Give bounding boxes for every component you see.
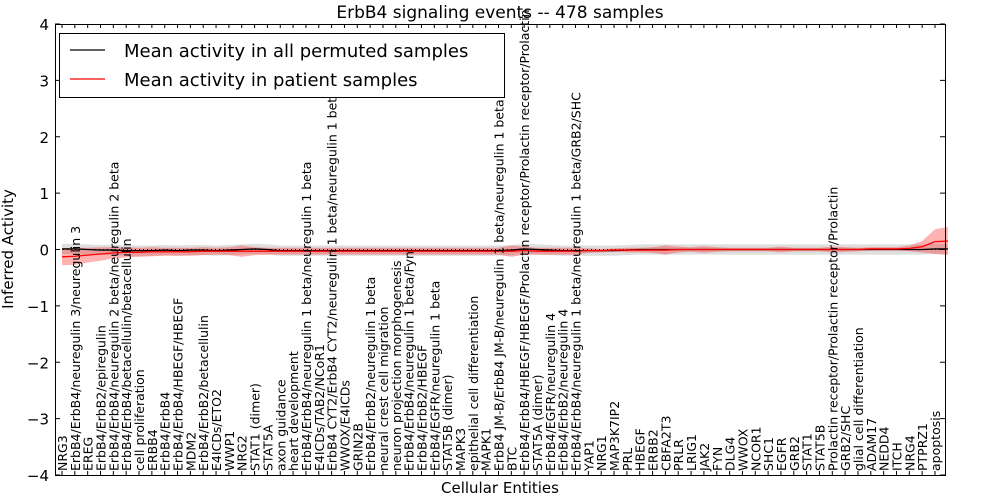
legend-box [59,33,505,98]
x-tick-label: YAP1 [581,440,596,472]
x-tick-label: NEDD4 [877,427,892,471]
x-tick-label: axon guidance [273,379,288,471]
x-tick-label: STAT1 (dimer) [248,383,263,471]
x-tick-label: E4ICDs/ETO2 [209,389,224,471]
x-tick-label: NRG4 [902,435,917,471]
x-tick-label: ErbB4 CYT2/ErbB4 CYT2/neuregulin 1 beta/… [325,90,340,471]
x-tick-label: NRG1 [594,435,609,471]
x-tick-label: ErbB4/ErbB4/neuregulin 1 beta/neuregulin… [299,162,314,471]
x-tick-label: GRIN2B [350,423,365,471]
x-tick-label: ErbB4/ErbB4/neuregulin 1 beta/neuregulin… [569,92,584,471]
x-tick-label: GRB2 [787,436,802,471]
x-tick-label: ERBB4 [145,429,160,471]
x-tick-label: glial cell differentiation [851,327,866,471]
x-tick-label: ErbB4/ErbB2/neuregulin 4 [556,309,571,471]
x-tick-label: neural crest cell migration [376,307,391,471]
x-tick-label: ErbB4/ErbB4/neuregulin 2 beta/neuregulin… [106,162,121,471]
x-tick-label: ErbB4/EGFR/neuregulin 1 beta [427,281,442,471]
y-tick-label: −4 [27,467,49,485]
x-tick-label: ADAM17 [864,418,879,471]
legend-label-permuted: Mean activity in all permuted samples [124,41,468,62]
y-tick-label: −1 [27,298,49,316]
y-tick-label: 0 [39,242,49,260]
x-tick-label: NRG3 [55,435,70,471]
x-tick-label: GRB2/SHC [838,406,853,471]
x-tick-label: Prolactin receptor/Prolactin receptor/Pr… [825,187,840,471]
x-tick-label: JAK2 [697,443,712,472]
x-tick-label: STAT5A (dimer) [530,375,545,471]
x-tick-label: ERBB2 [646,429,661,471]
x-tick-label: WWP1 [222,431,237,471]
x-tick-label: EGFR [774,437,789,471]
x-tick-label: MAPK1 [479,428,494,471]
x-tick-label: CBFA2T3 [658,416,673,471]
y-tick-label: 1 [39,185,49,203]
y-tick-label: 2 [39,129,49,147]
x-tick-label: STAT1 [800,433,815,471]
x-tick-label: epithelial cell differentiation [466,296,481,471]
x-tick-label: ErbB4/ErbB4/betacellulin/betacellulin [119,238,134,471]
x-tick-label: E4ICDs/TAB2/NCoR1 [312,344,327,471]
x-tick-label: STAT5B [812,425,827,471]
x-tick-label: PRL [620,448,635,471]
x-tick-label: ErbB4/ErbB2/epiregulin [94,325,109,471]
patient-band [62,226,948,266]
x-tick-label: STAT5A [260,424,275,471]
x-tick-label: cell proliferation [132,369,147,471]
patient-mean-line [61,240,948,258]
x-tick-label: ErbB4/ErbB4/HBEGF/HBEGF/Prolactin recept… [517,9,532,471]
x-tick-label: ErbB4/ErbB2/betacellulin [196,315,211,471]
x-tick-label: ErbB4/ErbB4/neuregulin 1 beta/Fyn [402,251,417,471]
x-tick-label: WWOX [735,428,750,471]
x-tick-label: BTC [504,447,519,471]
x-tick-label: STAT5B (dimer) [440,375,455,471]
x-tick-label: ErbB4/ErbB2/HBEGF [414,345,429,471]
x-tick-label: ErbB4/ErbB2/neuregulin 1 beta [363,277,378,471]
x-tick-label: DLG4 [723,437,738,471]
x-tick-label: neuron projection morphogenesis [389,260,404,471]
x-tick-label: WWOX/E4ICDs [337,380,352,471]
legend-label-patient: Mean activity in patient samples [124,70,418,91]
y-tick-label: −2 [27,354,49,372]
x-tick-label: ErbB4/EGFR/neuregulin 4 [543,313,558,471]
x-tick-label: MAPK3 [453,428,468,471]
chart-title: ErbB4 signaling events -- 478 samples [336,3,663,23]
y-tick-label: 4 [39,16,49,34]
y-axis-label: Inferred Activity [0,189,17,309]
x-tick-label: LRIG1 [684,434,699,471]
x-tick-label: ErbB4/ErbB4/HBEGF/HBEGF [171,298,186,471]
x-tick-label: NRG2 [235,435,250,471]
x-tick-label: SHC1 [761,437,776,471]
x-tick-label: heart development [286,351,301,471]
x-tick-label: HBEGF [633,428,648,471]
x-tick-label: MAP3K7IP2 [607,401,622,471]
x-tick-label: MDM2 [183,432,198,471]
x-tick-label: apoptosis [928,411,943,471]
x-axis-label: Cellular Entities [441,479,559,497]
y-tick-label: −3 [27,411,49,429]
x-tick-label: NCOR1 [748,426,763,471]
legend: Mean activity in all permuted samples Me… [59,33,505,98]
x-tick-label: ITCH [889,442,904,471]
x-tick-label: EREG [81,437,96,471]
x-tick-label: ErbB4/ErbB4 [158,392,173,471]
x-tick-label: ErbB4/ErbB4/neuregulin 3/neuregulin 3 [68,226,83,471]
x-tick-label: FYN [710,447,725,471]
x-tick-label: PTPRZ1 [915,423,930,471]
y-tick-label: 3 [39,72,49,90]
x-tick-label: ErbB4 JM-B/ErbB4 JM-B/neuregulin 1 beta/… [492,99,507,471]
x-tick-label: PRLR [671,439,686,471]
